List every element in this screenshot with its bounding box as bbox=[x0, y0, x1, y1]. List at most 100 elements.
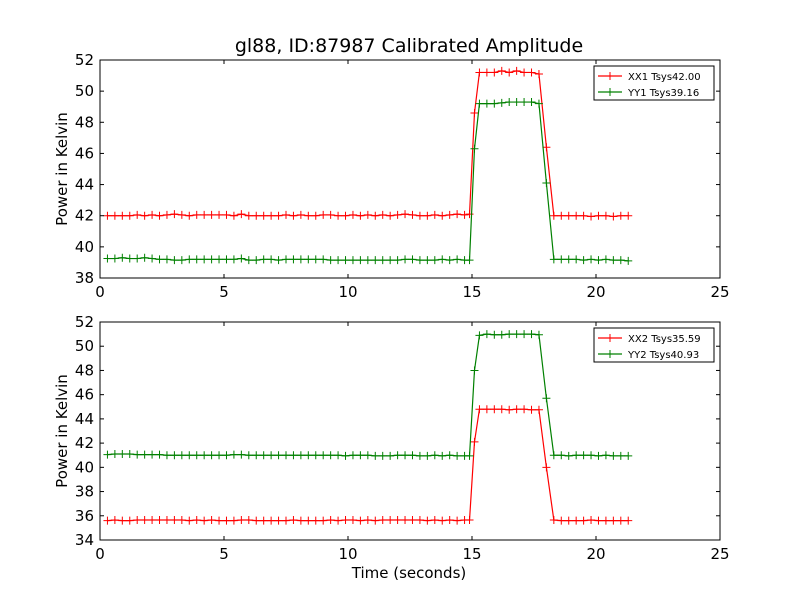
data-point-marker bbox=[371, 211, 380, 220]
data-point-marker bbox=[259, 211, 268, 220]
data-point-marker bbox=[482, 405, 491, 414]
data-point-marker bbox=[470, 144, 479, 153]
data-point-marker bbox=[594, 451, 603, 460]
legend-marker bbox=[606, 88, 614, 96]
data-point-marker bbox=[200, 210, 209, 219]
data-point-marker bbox=[356, 211, 365, 220]
data-point-marker bbox=[185, 516, 194, 525]
data-point-marker bbox=[438, 255, 447, 264]
data-point-marker bbox=[408, 255, 417, 264]
data-point-marker bbox=[348, 516, 357, 525]
data-point-marker bbox=[229, 211, 238, 220]
data-point-marker bbox=[229, 516, 238, 525]
data-point-marker bbox=[252, 211, 261, 220]
data-point-marker bbox=[267, 211, 276, 220]
data-point-marker bbox=[534, 405, 543, 414]
data-point-marker bbox=[512, 66, 521, 75]
legend: XX2 Tsys35.59 YY2 Tsys40.93 bbox=[593, 327, 715, 363]
data-point-marker bbox=[587, 212, 596, 221]
data-point-marker bbox=[465, 516, 474, 525]
data-point-marker bbox=[401, 210, 410, 219]
data-point-marker bbox=[386, 516, 395, 525]
data-point-marker bbox=[229, 450, 238, 459]
data-point-marker bbox=[319, 255, 328, 264]
data-point-marker bbox=[378, 451, 387, 460]
data-point-marker bbox=[140, 450, 149, 459]
legend-box bbox=[593, 327, 715, 363]
data-point-marker bbox=[430, 256, 439, 265]
data-point-marker bbox=[601, 255, 610, 264]
data-point-marker bbox=[207, 451, 216, 460]
legend-entry-yy1-tsys39-16: YY1 Tsys39.16 bbox=[598, 88, 699, 99]
data-point-marker bbox=[475, 405, 484, 414]
data-point-marker bbox=[177, 451, 186, 460]
data-point-marker bbox=[162, 255, 171, 264]
y-tick-label: 44 bbox=[75, 410, 94, 428]
x-tick-label: 15 bbox=[462, 283, 481, 301]
plot-frame bbox=[99, 321, 721, 541]
data-point-marker bbox=[319, 451, 328, 460]
data-point-marker bbox=[557, 516, 566, 525]
data-point-marker bbox=[609, 256, 618, 265]
data-point-marker bbox=[371, 451, 380, 460]
data-point-marker bbox=[237, 450, 246, 459]
y-tick-label: 48 bbox=[75, 113, 94, 131]
y-tick-label: 52 bbox=[75, 313, 94, 331]
data-point-marker bbox=[267, 516, 276, 525]
data-point-marker bbox=[341, 451, 350, 460]
data-point-marker bbox=[110, 516, 119, 525]
data-point-marker bbox=[386, 256, 395, 265]
data-point-marker bbox=[177, 210, 186, 219]
data-point-marker bbox=[624, 451, 633, 460]
data-point-marker bbox=[453, 451, 462, 460]
data-point-marker bbox=[445, 210, 454, 219]
data-point-marker bbox=[259, 451, 268, 460]
data-point-marker bbox=[133, 516, 142, 525]
legend-entry-xx1-tsys42-00: XX1 Tsys42.00 bbox=[598, 72, 701, 83]
x-tick-label: 25 bbox=[710, 283, 729, 301]
data-point-marker bbox=[133, 254, 142, 263]
data-point-marker bbox=[140, 516, 149, 525]
y-tick-label: 42 bbox=[75, 207, 94, 225]
legend-marker bbox=[606, 350, 614, 358]
data-point-marker bbox=[148, 450, 157, 459]
data-point-marker bbox=[549, 211, 558, 220]
data-point-marker bbox=[148, 254, 157, 263]
data-point-marker bbox=[311, 516, 320, 525]
data-point-marker bbox=[542, 463, 551, 472]
data-point-marker bbox=[103, 450, 112, 459]
y-tick-label: 46 bbox=[75, 386, 94, 404]
data-point-marker bbox=[482, 99, 491, 108]
data-point-marker bbox=[304, 516, 313, 525]
data-point-marker bbox=[594, 516, 603, 525]
data-point-marker bbox=[579, 256, 588, 265]
data-point-marker bbox=[185, 255, 194, 264]
data-point-marker bbox=[505, 405, 514, 414]
data-point-marker bbox=[222, 451, 231, 460]
data-point-marker bbox=[289, 451, 298, 460]
data-point-marker bbox=[274, 451, 283, 460]
data-point-marker bbox=[572, 255, 581, 264]
x-tick-label: 0 bbox=[95, 545, 105, 563]
data-point-marker bbox=[445, 516, 454, 525]
data-point-marker bbox=[311, 255, 320, 264]
data-point-marker bbox=[557, 255, 566, 264]
data-point-marker bbox=[282, 210, 290, 219]
legend-entry-yy2-tsys40-93: YY2 Tsys40.93 bbox=[598, 350, 699, 361]
series-yy1-tsys39-16 bbox=[103, 98, 633, 265]
legend-marker bbox=[606, 72, 614, 80]
data-point-marker bbox=[534, 70, 543, 79]
data-point-marker bbox=[148, 516, 157, 525]
x-tick-label: 15 bbox=[462, 545, 481, 563]
data-point-marker bbox=[438, 516, 447, 525]
data-point-marker bbox=[170, 451, 179, 460]
data-point-marker bbox=[616, 516, 625, 525]
data-point-marker bbox=[296, 210, 305, 219]
data-point-marker bbox=[289, 211, 298, 220]
x-tick-label: 20 bbox=[586, 283, 605, 301]
data-point-marker bbox=[110, 254, 119, 263]
data-point-marker bbox=[616, 451, 625, 460]
data-point-marker bbox=[304, 255, 313, 264]
y-tick-label: 42 bbox=[75, 434, 94, 452]
